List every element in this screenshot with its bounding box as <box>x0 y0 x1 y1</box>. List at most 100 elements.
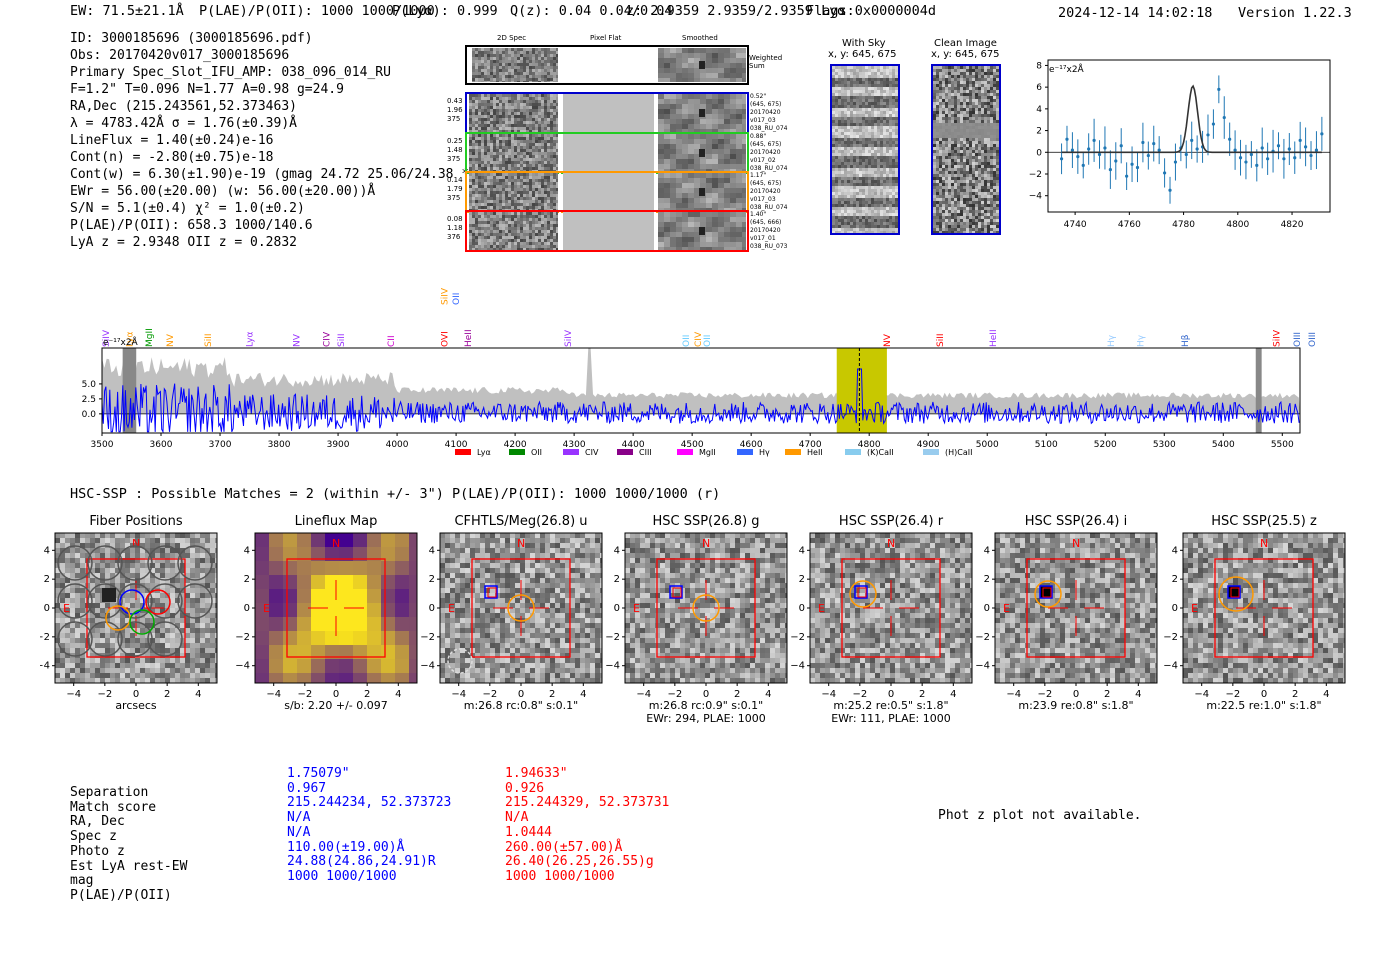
image-pixel <box>135 593 140 598</box>
image-pixel <box>660 598 665 603</box>
image-pixel <box>1125 573 1130 578</box>
image-pixel <box>950 598 955 603</box>
image-pixel <box>555 558 560 563</box>
image-pixel <box>560 603 565 608</box>
image-pixel <box>705 568 710 573</box>
image-pixel <box>530 608 535 613</box>
image-pixel <box>650 678 655 683</box>
image-pixel <box>535 678 540 683</box>
image-pixel <box>900 548 905 553</box>
image-pixel <box>145 538 150 543</box>
image-pixel <box>450 638 455 643</box>
image-pixel <box>535 573 540 578</box>
image-pixel <box>200 543 205 548</box>
image-pixel <box>835 618 840 623</box>
image-pixel <box>895 588 900 593</box>
image-pixel <box>835 598 840 603</box>
image-pixel <box>715 673 720 678</box>
image-pixel <box>1050 573 1055 578</box>
image-pixel <box>675 618 680 623</box>
image-pixel <box>960 653 965 658</box>
image-pixel <box>160 648 165 653</box>
image-pixel <box>630 628 635 633</box>
image-pixel <box>755 568 760 573</box>
panel-xtick-label: 4 <box>950 689 956 700</box>
image-pixel <box>515 643 520 648</box>
image-pixel <box>55 673 60 678</box>
image-pixel <box>585 653 590 658</box>
search-box <box>86 558 186 658</box>
zoom-point <box>1228 137 1232 141</box>
image-pixel <box>530 548 535 553</box>
image-pixel <box>530 603 535 608</box>
image-pixel <box>110 638 115 643</box>
spectrum-xtick-label: 4300 <box>563 440 586 450</box>
image-pixel <box>715 653 720 658</box>
image-pixel <box>765 633 770 638</box>
image-pixel <box>660 558 665 563</box>
image-pixel <box>580 543 585 548</box>
image-pixel <box>475 568 480 573</box>
image-pixel <box>465 608 470 613</box>
image-pixel <box>505 658 510 663</box>
image-pixel <box>65 623 70 628</box>
image-pixel <box>770 598 775 603</box>
image-pixel <box>625 598 630 603</box>
image-pixel <box>110 558 115 563</box>
image-pixel <box>855 633 860 638</box>
image-pixel <box>880 568 885 573</box>
image-pixel <box>510 618 515 623</box>
image-pixel <box>850 663 855 668</box>
image-pixel <box>200 548 205 553</box>
image-pixel <box>675 643 680 648</box>
image-pixel <box>960 563 965 568</box>
image-pixel <box>855 568 860 573</box>
image-pixel <box>915 588 920 593</box>
image-pixel <box>200 678 205 683</box>
image-pixel <box>485 668 490 673</box>
image-pixel <box>185 598 190 603</box>
aperture-circle <box>147 545 183 581</box>
image-pixel <box>70 673 75 678</box>
zoom-point <box>1114 159 1118 163</box>
image-pixel <box>60 658 65 663</box>
image-pixel <box>353 533 367 547</box>
image-pixel <box>895 583 900 588</box>
image-pixel <box>760 588 765 593</box>
image-pixel <box>925 648 930 653</box>
image-pixel <box>165 633 170 638</box>
image-pixel <box>575 578 580 583</box>
image-pixel <box>150 653 155 658</box>
image-pixel <box>755 598 760 603</box>
image-pixel <box>925 538 930 543</box>
image-pixel <box>1010 543 1015 548</box>
image-pixel <box>910 613 915 618</box>
image-pixel <box>590 548 595 553</box>
zoom-point <box>1276 144 1281 148</box>
image-pixel <box>905 628 910 633</box>
image-pixel <box>635 673 640 678</box>
image-pixel <box>210 623 215 628</box>
image-pixel <box>700 653 705 658</box>
image-pixel <box>450 628 455 633</box>
image-pixel <box>195 553 200 558</box>
image-pixel <box>65 553 70 558</box>
image-pixel <box>520 638 525 643</box>
image-pixel <box>765 653 770 658</box>
image-pixel <box>690 673 695 678</box>
image-pixel <box>65 663 70 668</box>
image-pixel <box>755 538 760 543</box>
image-pixel <box>297 547 311 561</box>
image-pixel <box>505 548 510 553</box>
image-pixel <box>955 583 960 588</box>
image-pixel <box>1040 548 1045 553</box>
image-pixel <box>520 648 525 653</box>
image-pixel <box>460 593 465 598</box>
image-pixel <box>830 583 835 588</box>
image-pixel <box>555 588 560 593</box>
image-pixel <box>165 618 170 623</box>
image-pixel <box>590 588 595 593</box>
image-pixel <box>1080 558 1085 563</box>
image-pixel <box>740 568 745 573</box>
image-pixel <box>735 633 740 638</box>
